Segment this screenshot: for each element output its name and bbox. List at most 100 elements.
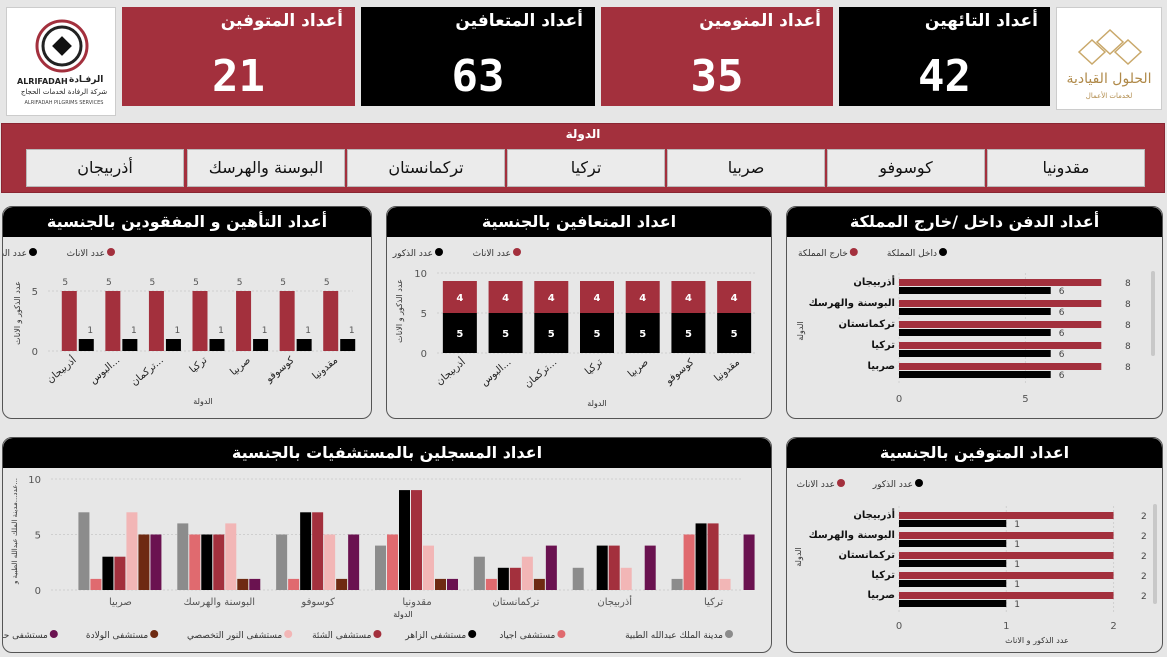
kpi-lost: أعداد التائهين 42 bbox=[839, 7, 1050, 106]
bar bbox=[899, 560, 1007, 567]
slicer-option[interactable]: مقدونيا bbox=[987, 149, 1145, 187]
hospitals-chart-card: 0 5 10 صربيا البوسنة والهرسك كوسوفو مقدونيا ترك… bbox=[2, 437, 772, 653]
bar bbox=[899, 592, 1114, 599]
data-label: 1 bbox=[349, 326, 355, 336]
y-tick-label: 5 bbox=[421, 309, 427, 320]
hospitals-chart: 0 5 10 صربيا البوسنة والهرسك كوسوفو مقدونيا ترك… bbox=[3, 475, 755, 641]
kpi-label: أعداد التائهين bbox=[924, 11, 1038, 31]
bar bbox=[150, 534, 162, 590]
data-label: 4 bbox=[594, 293, 601, 304]
leadership-logo-mark bbox=[1077, 28, 1143, 66]
stacked-bar-segment bbox=[488, 281, 523, 313]
x-tick-label: مقدونيا bbox=[402, 597, 431, 608]
legend-marker bbox=[837, 479, 845, 487]
slicer-option[interactable]: صربيا bbox=[667, 149, 825, 187]
slicer-option[interactable]: تركيا bbox=[507, 149, 665, 187]
x-tick-label: تركيا bbox=[188, 355, 210, 376]
slicer-option[interactable]: أذربيجان bbox=[26, 149, 184, 187]
bar bbox=[707, 523, 719, 590]
legend-label: عدد الذكور bbox=[392, 249, 433, 259]
kpi-hospitalized: أعداد المنومين 35 bbox=[601, 7, 833, 106]
bar bbox=[899, 552, 1114, 559]
legend-marker bbox=[849, 248, 858, 256]
data-label: 2 bbox=[1141, 512, 1147, 522]
bar bbox=[253, 339, 269, 351]
y-tick-label: تركمانستان bbox=[838, 550, 895, 561]
data-label: 5 bbox=[502, 329, 509, 340]
data-label: 1 bbox=[305, 326, 311, 336]
bar bbox=[102, 556, 114, 590]
bar bbox=[236, 291, 252, 351]
bar bbox=[671, 578, 683, 590]
bar bbox=[899, 540, 1007, 547]
slicer-option[interactable]: تركمانستان bbox=[347, 149, 505, 187]
data-label: 1 bbox=[1014, 540, 1020, 550]
bar bbox=[336, 578, 348, 590]
x-tick-label: أذربيجان bbox=[44, 353, 79, 385]
bar bbox=[288, 578, 300, 590]
stacked-bar-segment bbox=[442, 313, 477, 353]
recovered-chart-card: عدد الاناث عدد الذكور 0 5 10 5 4 أذربيجان 5 4 البو… bbox=[386, 206, 772, 419]
bar bbox=[899, 363, 1102, 370]
kpi-value: 35 bbox=[690, 51, 744, 102]
legend-label: مستشفى حراء bbox=[3, 631, 48, 641]
burial-chart-card: داخل المملكة خارج المملكة 0 5 أذربيجان 8 6 البو… bbox=[786, 206, 1163, 419]
bar bbox=[177, 523, 189, 590]
y-tick-label: 10 bbox=[28, 475, 41, 486]
slicer-option[interactable]: البوسنة والهرسك bbox=[187, 149, 345, 187]
country-slicer: الدولة أذربيجان البوسنة والهرسك تركمانست… bbox=[1, 123, 1165, 193]
legend-label: مستشفى الزاهر bbox=[404, 631, 466, 641]
bar bbox=[899, 329, 1051, 336]
bar bbox=[899, 287, 1051, 294]
data-label: 1 bbox=[175, 326, 181, 336]
bar bbox=[201, 534, 213, 590]
slicer-option[interactable]: كوسوفو bbox=[827, 149, 985, 187]
kpi-value: 21 bbox=[212, 51, 265, 102]
data-label: 6 bbox=[1059, 308, 1065, 318]
kpi-label: أعداد المنومين bbox=[699, 11, 821, 31]
y-tick-label: 10 bbox=[414, 269, 427, 280]
bar bbox=[114, 556, 126, 590]
bar bbox=[296, 339, 312, 351]
bar bbox=[78, 512, 90, 590]
bar bbox=[899, 572, 1114, 579]
x-axis-title: عدد الذكور و الاناث bbox=[1005, 636, 1069, 645]
y-tick-label: أذربيجان bbox=[853, 275, 895, 288]
data-label: 1 bbox=[218, 326, 224, 336]
bar bbox=[126, 512, 138, 590]
stacked-bar-segment bbox=[717, 313, 752, 353]
data-label: 6 bbox=[1059, 371, 1065, 381]
slicer-title: الدولة bbox=[565, 127, 601, 141]
bar bbox=[323, 291, 339, 351]
legend-marker bbox=[49, 630, 58, 638]
data-label: 8 bbox=[1125, 363, 1131, 373]
leadership-logo-arabic: الحلول القيادية bbox=[1066, 71, 1152, 87]
legend-marker bbox=[435, 248, 443, 256]
data-label: 2 bbox=[1141, 592, 1147, 602]
y-tick-label: صربيا bbox=[868, 361, 895, 372]
x-tick-label: أذربيجان bbox=[433, 355, 468, 387]
x-tick-label: 0 bbox=[896, 394, 902, 405]
data-label: 5 bbox=[324, 278, 330, 288]
bar bbox=[213, 534, 225, 590]
stacked-bar-segment bbox=[488, 313, 523, 353]
bar bbox=[90, 578, 102, 590]
legend-label: مستشفى الولادة bbox=[86, 631, 148, 641]
bar bbox=[899, 520, 1007, 527]
data-label: 5 bbox=[639, 329, 646, 340]
stacked-bar-segment bbox=[625, 313, 660, 353]
legend-marker bbox=[107, 248, 115, 256]
x-tick-label: صربيا bbox=[626, 357, 651, 380]
bar bbox=[719, 578, 731, 590]
x-tick-label: البوس... bbox=[479, 357, 513, 388]
stacked-bar-segment bbox=[580, 281, 614, 313]
y-tick-label: أذربيجان bbox=[853, 508, 895, 521]
data-label: 5 bbox=[731, 329, 738, 340]
bar bbox=[189, 534, 201, 590]
data-label: 2 bbox=[1141, 572, 1147, 582]
data-label: 2 bbox=[1141, 532, 1147, 542]
legend-label: مدينة الملك عبدالله الطبية bbox=[625, 631, 723, 641]
legend-label: داخل المملكة bbox=[887, 249, 937, 259]
leadership-solutions-logo: الحلول القيادية لخدمات الأعمال bbox=[1056, 7, 1162, 110]
